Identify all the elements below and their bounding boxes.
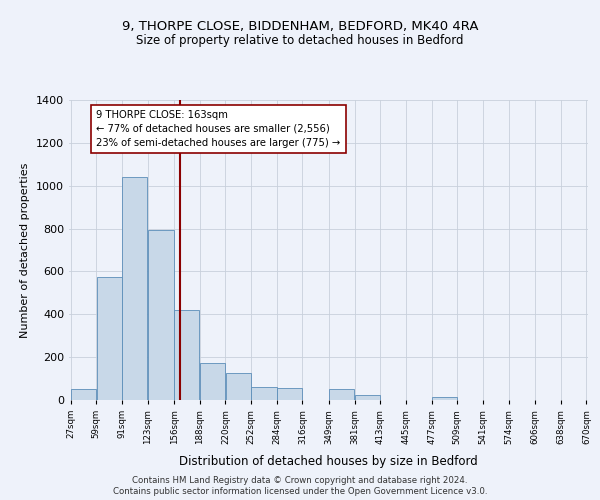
Text: 9 THORPE CLOSE: 163sqm
← 77% of detached houses are smaller (2,556)
23% of semi-: 9 THORPE CLOSE: 163sqm ← 77% of detached… bbox=[96, 110, 341, 148]
Bar bbox=[200, 362, 225, 400]
Bar bbox=[432, 397, 457, 400]
Bar bbox=[148, 230, 174, 400]
Bar bbox=[355, 394, 380, 400]
Text: Contains public sector information licensed under the Open Government Licence v3: Contains public sector information licen… bbox=[113, 487, 487, 496]
Bar bbox=[97, 277, 122, 400]
Bar bbox=[329, 390, 355, 400]
Bar bbox=[277, 388, 302, 400]
Text: Size of property relative to detached houses in Bedford: Size of property relative to detached ho… bbox=[136, 34, 464, 47]
Bar bbox=[251, 386, 277, 400]
Bar bbox=[175, 310, 199, 400]
Text: 9, THORPE CLOSE, BIDDENHAM, BEDFORD, MK40 4RA: 9, THORPE CLOSE, BIDDENHAM, BEDFORD, MK4… bbox=[122, 20, 478, 33]
X-axis label: Distribution of detached houses by size in Bedford: Distribution of detached houses by size … bbox=[179, 455, 478, 468]
Bar bbox=[71, 390, 96, 400]
Y-axis label: Number of detached properties: Number of detached properties bbox=[20, 162, 31, 338]
Bar bbox=[122, 177, 148, 400]
Bar bbox=[226, 373, 251, 400]
Text: Contains HM Land Registry data © Crown copyright and database right 2024.: Contains HM Land Registry data © Crown c… bbox=[132, 476, 468, 485]
